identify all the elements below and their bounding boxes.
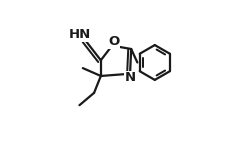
Text: N: N: [125, 71, 136, 84]
Text: HN: HN: [69, 28, 91, 41]
Text: O: O: [108, 35, 119, 48]
